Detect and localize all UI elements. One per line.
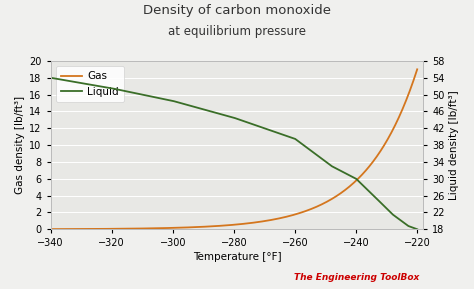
Line: Liquid: Liquid <box>51 78 417 229</box>
Gas <box>48 227 54 231</box>
Gas <box>266 219 272 222</box>
Gas <box>246 221 252 225</box>
Gas <box>406 93 411 96</box>
Y-axis label: Gas density [lb/ft³]: Gas density [lb/ft³] <box>15 96 25 194</box>
Liquid <box>348 175 354 178</box>
Line: Gas: Gas <box>51 69 417 229</box>
Liquid <box>246 121 252 125</box>
Gas <box>224 224 230 227</box>
Liquid <box>414 227 420 231</box>
Text: Density of carbon monoxide: Density of carbon monoxide <box>143 4 331 17</box>
Gas <box>348 184 354 187</box>
Liquid <box>266 128 272 131</box>
Liquid <box>48 76 54 79</box>
Liquid <box>224 114 230 118</box>
Liquid <box>406 224 411 228</box>
Y-axis label: Liquid density [lb/ft³]: Liquid density [lb/ft³] <box>449 90 459 200</box>
X-axis label: Temperature [°F]: Temperature [°F] <box>192 252 281 262</box>
Gas <box>414 68 420 71</box>
Liquid <box>222 114 228 117</box>
Text: at equilibrium pressure: at equilibrium pressure <box>168 25 306 38</box>
Text: The Engineering ToolBox: The Engineering ToolBox <box>294 273 419 282</box>
Gas <box>222 224 228 227</box>
Legend: Gas, Liquid: Gas, Liquid <box>56 66 124 102</box>
